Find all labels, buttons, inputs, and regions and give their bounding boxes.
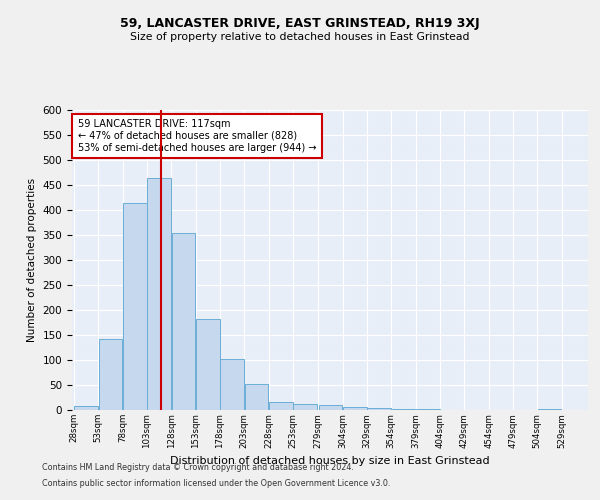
- Text: Contains public sector information licensed under the Open Government Licence v3: Contains public sector information licen…: [42, 478, 391, 488]
- Text: Size of property relative to detached houses in East Grinstead: Size of property relative to detached ho…: [130, 32, 470, 42]
- Bar: [269, 402, 293, 410]
- Bar: [538, 408, 562, 410]
- Bar: [220, 359, 244, 410]
- Bar: [196, 318, 220, 410]
- Bar: [319, 404, 343, 410]
- Bar: [74, 406, 98, 410]
- Bar: [98, 338, 122, 410]
- X-axis label: Distribution of detached houses by size in East Grinstead: Distribution of detached houses by size …: [170, 456, 490, 466]
- Bar: [293, 404, 317, 410]
- Bar: [123, 202, 147, 410]
- Bar: [147, 178, 171, 410]
- Text: 59 LANCASTER DRIVE: 117sqm
← 47% of detached houses are smaller (828)
53% of sem: 59 LANCASTER DRIVE: 117sqm ← 47% of deta…: [78, 120, 316, 152]
- Bar: [245, 384, 268, 410]
- Bar: [392, 408, 415, 410]
- Text: 59, LANCASTER DRIVE, EAST GRINSTEAD, RH19 3XJ: 59, LANCASTER DRIVE, EAST GRINSTEAD, RH1…: [120, 18, 480, 30]
- Bar: [416, 409, 440, 410]
- Bar: [172, 232, 196, 410]
- Y-axis label: Number of detached properties: Number of detached properties: [27, 178, 37, 342]
- Text: Contains HM Land Registry data © Crown copyright and database right 2024.: Contains HM Land Registry data © Crown c…: [42, 464, 354, 472]
- Bar: [367, 408, 391, 410]
- Bar: [343, 406, 367, 410]
